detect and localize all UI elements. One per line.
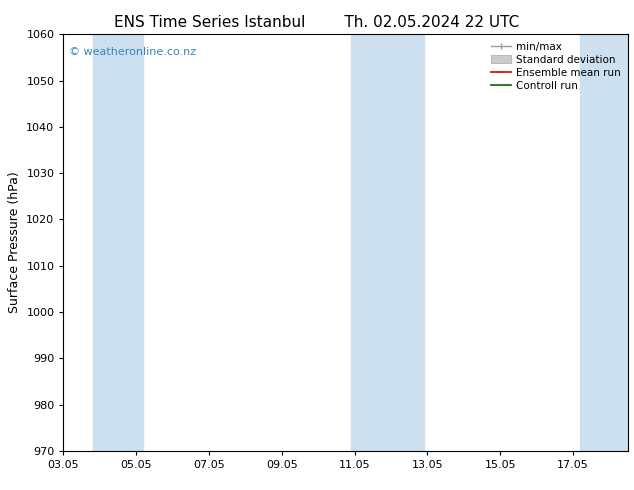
Y-axis label: Surface Pressure (hPa): Surface Pressure (hPa) xyxy=(8,172,21,314)
Legend: min/max, Standard deviation, Ensemble mean run, Controll run: min/max, Standard deviation, Ensemble me… xyxy=(486,37,624,95)
Bar xyxy=(93,34,143,451)
Bar xyxy=(580,34,628,451)
Text: © weatheronline.co.nz: © weatheronline.co.nz xyxy=(69,47,196,57)
Bar xyxy=(351,34,424,451)
Text: ENS Time Series Istanbul        Th. 02.05.2024 22 UTC: ENS Time Series Istanbul Th. 02.05.2024 … xyxy=(114,15,520,30)
